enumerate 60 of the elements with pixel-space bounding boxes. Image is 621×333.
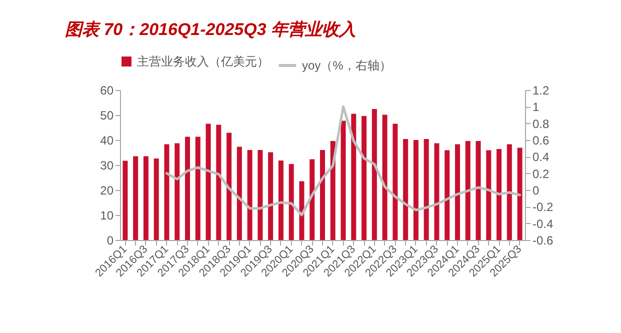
y2-tick-label: 1 (532, 100, 540, 114)
bar (206, 124, 211, 240)
y2-tick-label: -0.4 (532, 216, 554, 231)
bar (424, 139, 429, 240)
bar (330, 141, 336, 240)
bar (278, 160, 284, 240)
bar (288, 164, 294, 240)
bar (413, 140, 418, 240)
bar (372, 109, 377, 240)
bar (236, 146, 242, 240)
bar (444, 150, 450, 240)
bar (403, 139, 408, 240)
bar (340, 120, 346, 240)
bar (143, 156, 148, 240)
bar (195, 136, 200, 240)
bar (362, 116, 367, 240)
y2-tick-label: -0.6 (532, 234, 554, 248)
bar (455, 144, 460, 240)
bar (486, 150, 492, 240)
bar (154, 158, 159, 240)
bar (434, 143, 440, 240)
y-tick-label: 0 (106, 234, 114, 248)
bar (133, 156, 138, 240)
bar (299, 181, 304, 240)
bar (216, 124, 222, 240)
y2-tick-label: 0.2 (532, 166, 550, 181)
bar (174, 143, 180, 240)
bar (310, 159, 315, 240)
y2-tick-label: 0 (532, 184, 540, 198)
y2-tick-label: 0.8 (532, 116, 550, 131)
bar (226, 132, 232, 240)
bar (351, 114, 356, 240)
bar (382, 114, 388, 240)
y-tick-label: 50 (100, 108, 114, 122)
y-tick-label: 30 (100, 158, 114, 172)
legend-label: 主营业务收入（亿美元） (137, 54, 269, 68)
bar (392, 124, 398, 240)
y-tick-label: 60 (100, 84, 114, 98)
y2-tick-label: 0.6 (532, 134, 550, 148)
bar (164, 144, 170, 240)
y2-tick-label: 1.2 (532, 84, 550, 98)
bar (258, 150, 263, 240)
bar (320, 150, 325, 240)
bar (506, 144, 512, 240)
y-tick-label: 40 (100, 134, 114, 148)
bar (496, 149, 502, 240)
bar (268, 152, 274, 240)
y-tick-label: 10 (100, 208, 114, 222)
y2-tick-label: -0.2 (532, 200, 554, 214)
bar (185, 136, 190, 240)
bar (465, 141, 470, 240)
bar (247, 150, 252, 240)
bar (476, 141, 481, 240)
y2-tick-label: 0.4 (532, 150, 550, 164)
y-tick-label: 20 (100, 184, 114, 198)
chart-title: 图表 70：2016Q1-2025Q3 年营业收入 (65, 20, 356, 39)
bar (122, 160, 128, 240)
legend-label: yoy（%，右轴） (302, 58, 392, 72)
bar (517, 148, 522, 240)
line-series (165, 105, 522, 216)
